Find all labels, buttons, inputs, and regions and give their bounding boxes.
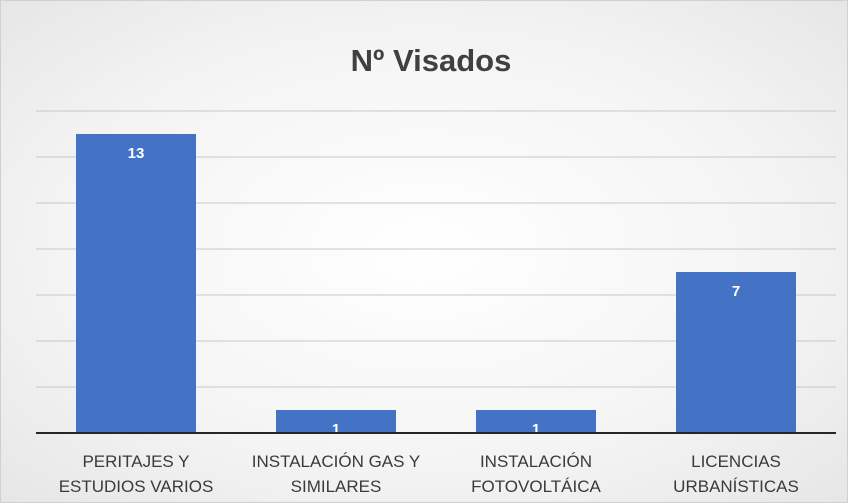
data-label: 1 [332,421,340,438]
bar [276,410,396,433]
data-label: 1 [532,421,540,438]
x-tick-label: INSTALACIÓN FOTOVOLTÁICA [471,452,601,496]
data-label: 7 [732,283,740,300]
x-tick-label: PERITAJES Y ESTUDIOS VARIOS [58,452,214,496]
chart-title: Nº Visados [351,43,512,78]
bar [476,410,596,433]
data-label: 13 [128,145,145,162]
x-tick-label: INSTALACIÓN GAS Y SIMILARES [251,452,421,496]
bar [76,134,196,433]
x-tick-label: LICENCIAS URBANÍSTICAS [673,452,799,496]
bar [676,272,796,433]
